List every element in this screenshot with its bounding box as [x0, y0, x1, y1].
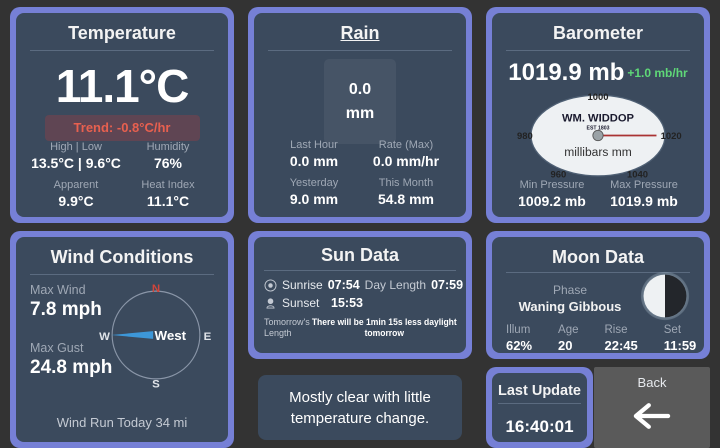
svg-text:S: S [152, 378, 160, 390]
svg-text:WM. WIDDOP: WM. WIDDOP [562, 113, 635, 125]
svg-text:1000: 1000 [587, 92, 608, 103]
svg-text:millibars mm: millibars mm [564, 145, 632, 159]
svg-text:E: E [204, 331, 212, 343]
svg-text:West: West [154, 328, 186, 343]
svg-text:N: N [152, 283, 160, 295]
svg-text:1020: 1020 [661, 131, 682, 142]
svg-text:W: W [99, 331, 110, 343]
svg-text:980: 980 [517, 131, 533, 142]
